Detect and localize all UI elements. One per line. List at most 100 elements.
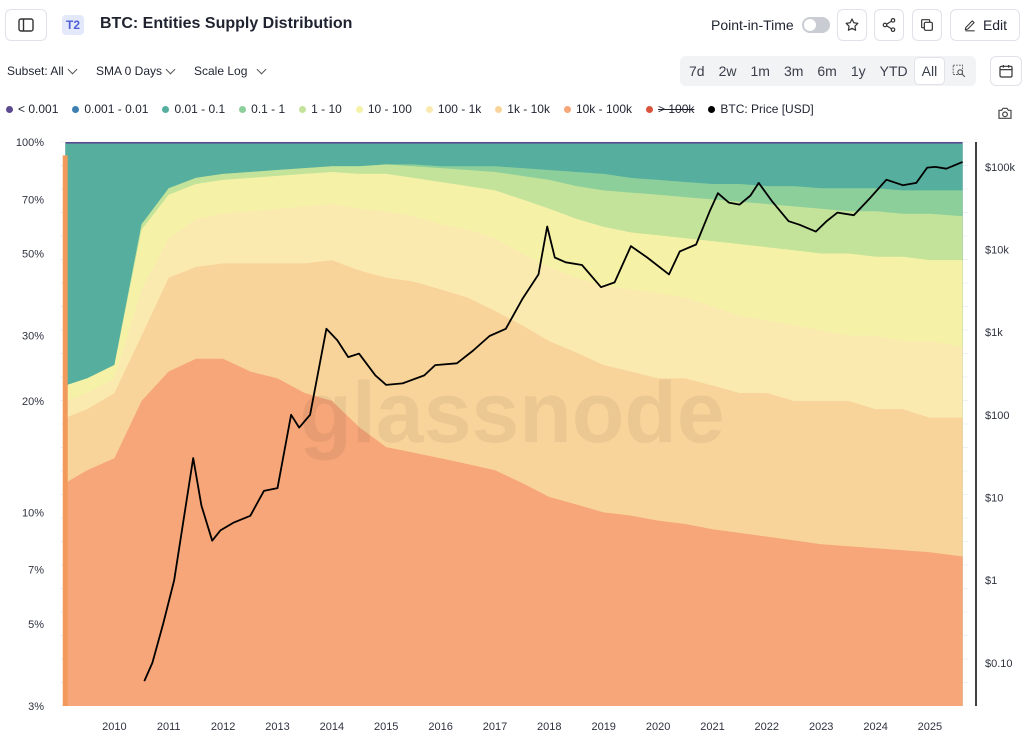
chart-area[interactable]: glassnode 100% 70% 50% 30% 20% 10% 7% 5% 3% $100… xyxy=(0,130,1024,747)
range-selector: 7d 2w 1m 3m 6m 1y YTD All xyxy=(680,56,977,86)
range-all[interactable]: All xyxy=(914,58,945,84)
legend-label: 100 - 1k xyxy=(437,102,482,116)
x-tick-label: 2014 xyxy=(320,721,344,733)
sidebar-icon xyxy=(18,18,34,32)
edit-button[interactable]: Edit xyxy=(950,9,1020,41)
y-tick-label: 7% xyxy=(28,565,44,577)
legend-label: 1k - 10k xyxy=(507,102,550,116)
scale-label: Scale Log xyxy=(194,64,248,78)
x-tick-label: 2024 xyxy=(863,721,887,733)
y-tick-label: 20% xyxy=(22,396,44,408)
pencil-icon xyxy=(964,20,975,32)
share-icon xyxy=(882,18,896,32)
legend-label: BTC: Price [USD] xyxy=(720,102,814,116)
legend-item[interactable]: 1 - 10 xyxy=(299,100,342,118)
legend-dot xyxy=(6,105,13,113)
y-tick-label: 100% xyxy=(16,137,44,149)
x-tick-label: 2015 xyxy=(374,721,398,733)
legend-item[interactable]: 100 - 1k xyxy=(425,100,482,118)
star-icon xyxy=(845,18,859,31)
screenshot-button[interactable] xyxy=(997,106,1013,125)
share-button[interactable] xyxy=(874,9,904,41)
legend-label: 10 - 100 xyxy=(367,102,412,116)
favorite-button[interactable] xyxy=(837,9,867,41)
legend-dot xyxy=(495,105,503,113)
x-tick-label: 2019 xyxy=(591,721,615,733)
y-tick-label: 5% xyxy=(28,619,44,631)
legend-label: 1 - 10 xyxy=(311,102,342,116)
x-tick-label: 2016 xyxy=(428,721,452,733)
x-tick-label: 2025 xyxy=(918,721,942,733)
point-in-time-toggle[interactable] xyxy=(802,17,830,33)
chart-legend: < 0.001 0.001 - 0.01 0.01 - 0.1 0.1 - 1 … xyxy=(6,100,828,118)
x-tick-label: 2012 xyxy=(211,721,235,733)
legend-dot xyxy=(239,105,247,113)
x-tick-label: 2010 xyxy=(102,721,126,733)
chevron-down-icon xyxy=(256,64,267,75)
legend-dot xyxy=(646,105,653,113)
zoom-range-button[interactable] xyxy=(944,58,974,84)
x-tick-label: 2011 xyxy=(157,721,181,733)
range-2w[interactable]: 2w xyxy=(718,63,737,79)
sidebar-toggle-button[interactable] xyxy=(5,9,47,41)
range-6m[interactable]: 6m xyxy=(817,63,837,79)
tier-badge: T2 xyxy=(62,15,84,35)
camera-icon xyxy=(998,107,1012,119)
range-1m[interactable]: 1m xyxy=(750,63,770,79)
sma-label: SMA 0 Days xyxy=(96,64,163,78)
range-1y[interactable]: 1y xyxy=(850,63,866,79)
chevron-down-icon xyxy=(67,64,78,75)
subset-label: Subset: All xyxy=(7,64,64,78)
legend-item[interactable]: 10 - 100 xyxy=(355,100,412,118)
area-10k-100k xyxy=(65,358,963,706)
range-3m[interactable]: 3m xyxy=(783,63,804,79)
y-right-tick-label: $10 xyxy=(985,493,1003,505)
toggle-knob xyxy=(804,19,816,31)
calendar-icon xyxy=(999,65,1013,78)
y-tick-label: 30% xyxy=(22,331,44,343)
legend-dot xyxy=(162,105,170,113)
x-tick-label: 2020 xyxy=(646,721,670,733)
x-tick-label: 2023 xyxy=(809,721,833,733)
legend-dot xyxy=(355,105,363,113)
y-axis-right: $100k $10k $1k $100 $10 $1 $0.10 xyxy=(985,162,1015,670)
area-early-strip xyxy=(62,155,68,706)
x-tick-label: 2017 xyxy=(483,721,507,733)
point-in-time-label: Point-in-Time xyxy=(711,17,794,33)
legend-item[interactable]: 0.001 - 0.01 xyxy=(72,100,148,118)
edit-label: Edit xyxy=(982,17,1008,33)
y-right-tick-label: $0.10 xyxy=(985,658,1013,670)
duplicate-button[interactable] xyxy=(912,9,942,41)
legend-dot xyxy=(299,105,307,113)
price-line xyxy=(143,161,963,682)
y-tick-label: 50% xyxy=(22,249,44,261)
x-tick-label: 2018 xyxy=(537,721,561,733)
y-tick-label: 10% xyxy=(22,507,44,519)
legend-item[interactable]: 1k - 10k xyxy=(495,100,550,118)
legend-label: 0.001 - 0.01 xyxy=(84,102,149,116)
legend-item[interactable]: 0.01 - 0.1 xyxy=(162,100,225,118)
top-bar: T2 BTC: Entities Supply Distribution Poi… xyxy=(0,0,1024,50)
watermark: glassnode xyxy=(299,365,724,461)
legend-dot xyxy=(425,105,433,113)
y-axis-left: 100% 70% 50% 30% 20% 10% 7% 5% 3% xyxy=(16,137,44,713)
y-right-tick-label: $1k xyxy=(985,327,1003,339)
legend-item[interactable]: 10k - 100k xyxy=(563,100,632,118)
legend-dot xyxy=(708,105,716,113)
copy-icon xyxy=(921,19,933,31)
range-7d[interactable]: 7d xyxy=(689,63,705,79)
sma-dropdown[interactable]: SMA 0 Days xyxy=(96,64,176,78)
x-tick-label: 2021 xyxy=(700,721,724,733)
legend-label: 10k - 100k xyxy=(575,102,632,116)
legend-item[interactable]: < 0.001 xyxy=(6,100,58,118)
subset-dropdown[interactable]: Subset: All xyxy=(7,64,78,78)
y-tick-label: 70% xyxy=(22,194,44,206)
date-picker-button[interactable] xyxy=(990,56,1022,86)
legend-item-price[interactable]: BTC: Price [USD] xyxy=(708,100,814,118)
scale-dropdown[interactable]: Scale Log xyxy=(194,64,267,78)
legend-label: 0.1 - 1 xyxy=(251,102,286,116)
range-ytd[interactable]: YTD xyxy=(879,63,908,79)
legend-item-hidden[interactable]: > 100k xyxy=(646,100,694,118)
legend-item[interactable]: 0.1 - 1 xyxy=(239,100,285,118)
page-title: BTC: Entities Supply Distribution xyxy=(100,15,353,32)
